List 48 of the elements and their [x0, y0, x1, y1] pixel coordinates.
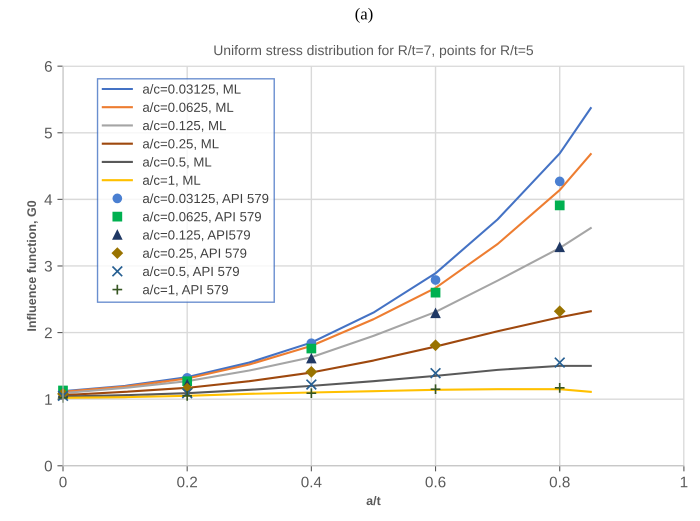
y-tick-label: 6 [44, 61, 52, 72]
y-tick-label: 3 [44, 260, 52, 272]
point [181, 390, 193, 402]
x-tick-label: 0 [59, 476, 67, 488]
point [306, 387, 318, 399]
y-tick-label: 2 [44, 327, 52, 338]
point [306, 344, 316, 354]
point [306, 354, 316, 364]
legend-label: a/c=0.0625, API 579 [142, 212, 261, 223]
legend-label: a/c=0.03125, API 579 [142, 193, 268, 205]
point [554, 200, 565, 210]
y-tick-label: 5 [44, 128, 52, 138]
point [430, 275, 440, 285]
point [554, 176, 565, 186]
y-tick-label: 1 [45, 394, 52, 405]
legend-label: a/c=0.03125, ML [142, 84, 241, 96]
point [306, 378, 318, 390]
point [430, 340, 442, 351]
point [554, 382, 566, 394]
chart-title: (a) [355, 8, 373, 23]
point [430, 368, 442, 379]
legend-label: a/c=0.0625, ML [142, 102, 234, 114]
y-axis-title: Influence function, G0 [26, 200, 38, 331]
legend-label: a/c=1, API 579 [142, 284, 228, 296]
point [554, 356, 566, 368]
y-tick-label: 0 [44, 460, 52, 472]
legend-label: a/c=1, ML [142, 175, 200, 186]
legend-label: a/c=0.5, ML [142, 156, 212, 168]
x-tick-label: 0.6 [426, 476, 446, 488]
x-tick-label: 1 [680, 476, 688, 488]
point [554, 242, 565, 252]
point [554, 306, 566, 317]
point [306, 366, 317, 378]
legend-label: a/c=0.125, ML [142, 120, 226, 132]
legend-label: a/c=0.25, ML [142, 138, 219, 150]
point [430, 308, 440, 318]
point [181, 387, 193, 399]
x-tick-label: 0.2 [177, 476, 198, 488]
point [430, 383, 442, 395]
x-tick-label: 0.4 [301, 476, 322, 488]
legend-label: a/c=0.25, API 579 [142, 248, 246, 260]
chart-subtitle: Uniform stress distribution for R/t=7, points for R/t=5 [214, 44, 534, 58]
x-tick-label: 0.8 [550, 476, 570, 488]
point [430, 288, 440, 298]
y-tick-label: 4 [44, 194, 52, 205]
legend-label: a/c=0.5, API 579 [142, 266, 239, 278]
legend-label: a/c=0.125, API579 [142, 230, 250, 242]
x-axis-title: a/t [366, 496, 381, 506]
